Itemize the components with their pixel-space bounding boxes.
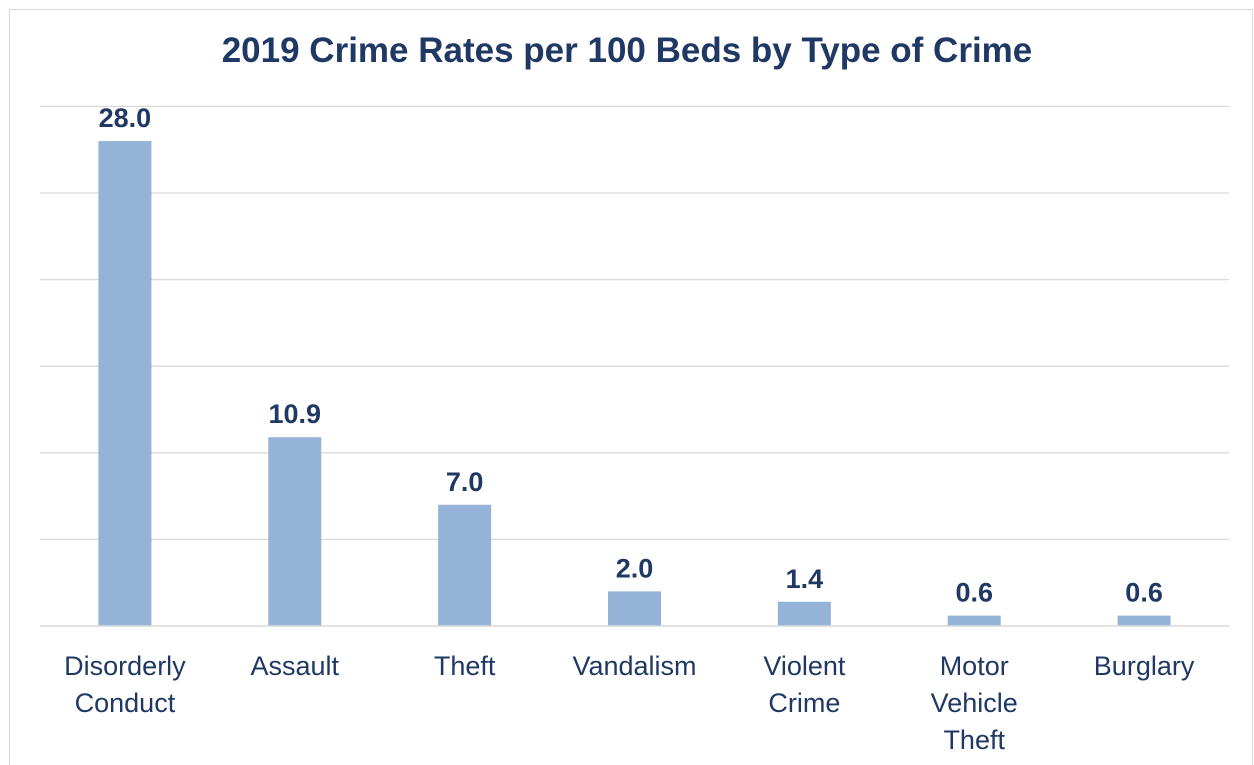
data-label: 10.9 [269, 399, 322, 429]
bar [98, 141, 152, 627]
bar [1117, 615, 1171, 626]
data-label: 0.6 [955, 578, 993, 608]
data-label: 7.0 [446, 467, 484, 497]
data-label: 0.6 [1125, 578, 1163, 608]
bar [438, 504, 492, 626]
chart-frame [9, 9, 1253, 765]
category-label: Vehicle [931, 688, 1018, 718]
bar [268, 437, 322, 626]
category-label: Motor [940, 651, 1009, 681]
bar [777, 601, 831, 626]
category-label: Burglary [1094, 651, 1195, 681]
bar [608, 591, 661, 626]
chart-title: 2019 Crime Rates per 100 Beds by Type of… [221, 31, 1033, 70]
category-label: Conduct [75, 688, 176, 718]
category-label: Assault [251, 651, 340, 681]
category-label: Violent [763, 651, 846, 681]
data-label: 2.0 [616, 553, 654, 583]
category-label: Theft [434, 651, 496, 681]
data-label: 28.0 [99, 103, 152, 133]
category-label: Crime [768, 688, 840, 718]
category-label: Theft [943, 725, 1005, 755]
bar [947, 615, 1001, 626]
data-label: 1.4 [786, 564, 824, 594]
category-label: Vandalism [572, 651, 696, 681]
category-label: Disorderly [64, 651, 186, 681]
